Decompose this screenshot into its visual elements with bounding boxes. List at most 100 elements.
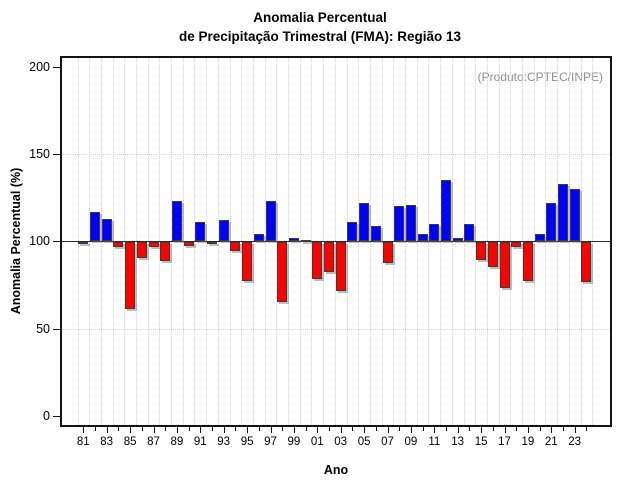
bar-20 xyxy=(534,234,545,242)
bar-93 xyxy=(218,220,229,242)
x-tick xyxy=(247,427,249,433)
x-tick xyxy=(223,427,225,433)
x-tick xyxy=(481,427,483,433)
x-tick xyxy=(106,427,108,433)
x-tick-label: 97 xyxy=(264,436,277,448)
bar-06 xyxy=(370,225,381,242)
x-tick xyxy=(539,427,541,431)
x-tick xyxy=(188,427,190,431)
x-tick xyxy=(329,427,330,431)
bar-83 xyxy=(101,218,112,242)
x-tick xyxy=(574,427,576,433)
bar-94 xyxy=(230,242,241,251)
x-tick-label: 15 xyxy=(474,436,488,448)
gridline-horizontal xyxy=(62,328,610,330)
x-tick-label: 83 xyxy=(100,436,114,448)
x-tick xyxy=(83,427,85,433)
x-tick xyxy=(527,427,529,433)
chart-title-line2: de Precipitação Trimestral (FMA): Região… xyxy=(178,29,462,44)
x-tick-label: 23 xyxy=(568,436,582,448)
y-tick-label: 50 xyxy=(36,321,50,336)
bar-96 xyxy=(253,234,264,242)
x-tick xyxy=(492,427,494,431)
bar-19 xyxy=(522,242,533,281)
x-tick xyxy=(457,427,459,433)
bar-84 xyxy=(113,242,124,248)
x-tick xyxy=(422,427,424,431)
bar-07 xyxy=(382,242,393,264)
bar-99 xyxy=(288,237,299,242)
x-tick-label: 11 xyxy=(428,436,441,448)
bar-97 xyxy=(265,201,276,242)
x-tick-label: 87 xyxy=(147,436,160,448)
y-tick-label: 0 xyxy=(43,409,50,424)
bar-21 xyxy=(546,202,557,242)
bar-24 xyxy=(581,242,592,283)
x-tick xyxy=(200,427,202,433)
x-tick-label: 05 xyxy=(357,436,371,448)
y-tick-label: 150 xyxy=(29,146,50,161)
x-tick xyxy=(130,427,132,433)
bar-04 xyxy=(347,222,358,242)
x-tick xyxy=(352,427,354,431)
y-tick xyxy=(53,328,60,330)
x-tick-label: 81 xyxy=(76,436,90,448)
bar-05 xyxy=(359,202,370,242)
chart-title-line1: Anomalia Percentual xyxy=(253,10,387,25)
bar-11 xyxy=(429,223,440,242)
y-tick xyxy=(53,416,60,418)
bar-87 xyxy=(148,242,159,248)
bar-10 xyxy=(417,234,428,242)
x-tick xyxy=(504,427,506,433)
x-tick-label: 03 xyxy=(334,436,348,448)
bar-23 xyxy=(569,188,580,242)
x-tick xyxy=(270,427,272,433)
bar-13 xyxy=(452,237,463,242)
x-tick-label: 93 xyxy=(217,436,231,448)
y-tick xyxy=(53,66,60,68)
bar-17 xyxy=(499,242,510,288)
x-tick-label: 89 xyxy=(170,436,184,448)
x-tick-label: 13 xyxy=(451,436,465,448)
gridline-horizontal xyxy=(62,153,610,155)
x-tick xyxy=(282,427,284,431)
x-tick-label: 85 xyxy=(123,436,137,448)
y-tick xyxy=(53,241,60,243)
y-tick-label: 200 xyxy=(29,59,50,74)
plot-area: (Produto:CPTEC/INPE) xyxy=(62,58,610,425)
x-tick xyxy=(340,427,342,433)
x-tick xyxy=(516,427,518,431)
x-tick-label: 19 xyxy=(521,436,535,448)
x-tick xyxy=(118,427,120,431)
x-tick xyxy=(364,427,366,433)
bar-85 xyxy=(125,242,136,309)
x-tick xyxy=(153,427,155,433)
source-annotation: (Produto:CPTEC/INPE) xyxy=(477,70,603,84)
x-tick xyxy=(176,427,178,433)
x-tick xyxy=(410,427,412,433)
bar-02 xyxy=(324,242,334,272)
bar-16 xyxy=(487,242,498,267)
y-tick xyxy=(53,153,60,155)
plot-frame: (Produto:CPTEC/INPE) xyxy=(60,56,612,427)
bar-86 xyxy=(136,242,147,258)
x-tick xyxy=(469,427,471,431)
bar-81 xyxy=(78,242,89,245)
x-axis-label: Ano xyxy=(323,463,349,477)
bar-18 xyxy=(511,242,522,248)
x-tick xyxy=(258,427,260,431)
x-tick xyxy=(165,427,167,431)
x-tick xyxy=(586,427,588,431)
bar-98 xyxy=(277,242,288,302)
x-tick xyxy=(551,427,553,433)
x-tick-label: 91 xyxy=(193,436,207,448)
baseline-100 xyxy=(62,241,610,242)
x-tick-label: 21 xyxy=(544,436,558,448)
bar-14 xyxy=(464,223,475,242)
bar-00 xyxy=(300,239,311,242)
x-tick xyxy=(375,427,377,431)
x-tick xyxy=(235,427,237,431)
x-tick xyxy=(434,427,436,433)
x-tick xyxy=(293,427,295,433)
x-tick-label: 99 xyxy=(287,436,301,448)
